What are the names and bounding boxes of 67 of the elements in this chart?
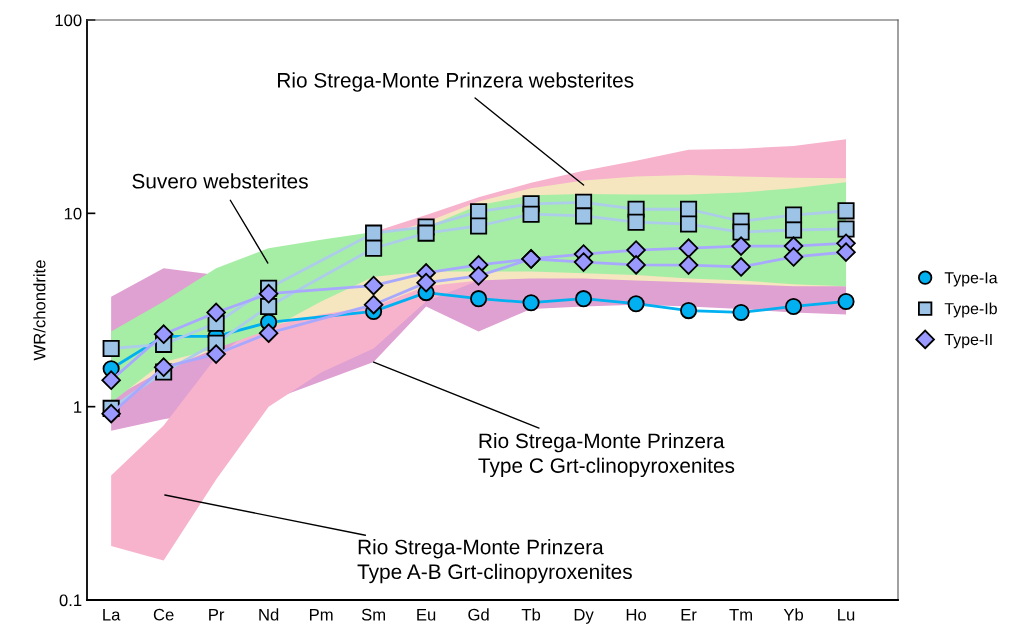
x-tick-label: Er xyxy=(681,608,697,621)
y-tick-label: 100 xyxy=(55,14,82,27)
x-tick-label: Tm xyxy=(729,608,752,621)
annotation: Rio Strega-Monte Prinzera Type C Grt-clinopyroxenites xyxy=(478,432,735,478)
x-tick-label: Gd xyxy=(468,608,489,621)
x-tick-label: Ho xyxy=(626,608,647,621)
annotation: Rio Strega-Monte Prinzera Type A-B Grt-clinopyroxenites xyxy=(357,539,632,584)
point xyxy=(258,283,279,304)
x-tick-label: Pr xyxy=(209,608,225,621)
point xyxy=(732,223,750,241)
point xyxy=(258,323,279,343)
point xyxy=(417,224,435,242)
x-tick-label: La xyxy=(103,608,121,621)
point xyxy=(732,303,750,322)
point xyxy=(678,255,699,275)
x-tick-label: Tb xyxy=(521,608,541,621)
annotation: Rio Strega-Monte Prinzera websterites xyxy=(278,72,634,92)
point xyxy=(101,370,121,390)
point xyxy=(680,302,698,320)
x-tick-label: Yb xyxy=(783,608,804,621)
point xyxy=(627,295,645,313)
point xyxy=(101,403,121,424)
point xyxy=(206,302,226,323)
x-tick-label: Pm xyxy=(309,608,333,621)
point xyxy=(468,266,489,286)
x-tick-label: Ce xyxy=(153,608,174,621)
point xyxy=(836,242,856,262)
y-tick-label: 10 xyxy=(64,207,82,220)
point xyxy=(573,252,594,272)
point xyxy=(363,294,384,315)
point xyxy=(784,221,803,239)
point xyxy=(153,357,174,377)
y-axis-title: WR/chondrite xyxy=(33,260,46,361)
x-tick-label: Eu xyxy=(417,608,436,621)
point xyxy=(837,202,855,220)
point xyxy=(680,215,698,233)
point xyxy=(206,344,226,364)
x-tick-label: Lu xyxy=(838,608,855,621)
point xyxy=(783,247,804,267)
legend-label: Type-II xyxy=(944,334,992,349)
x-tick-label: Nd xyxy=(259,608,279,621)
x-tick-label: Sm xyxy=(361,608,386,621)
point xyxy=(363,275,384,296)
point xyxy=(470,290,488,308)
point xyxy=(365,239,383,257)
legend-label: Type-Ib xyxy=(944,302,997,318)
y-tick-label: 0.1 xyxy=(59,594,82,607)
y-tick-label: 1 xyxy=(74,401,82,413)
annotation: Suvero websterites xyxy=(132,173,308,189)
point xyxy=(837,292,855,311)
point xyxy=(731,257,751,277)
point xyxy=(626,255,646,275)
x-tick-label: Dy xyxy=(574,608,594,624)
point xyxy=(837,220,855,238)
point xyxy=(470,217,488,235)
point xyxy=(678,238,699,258)
point xyxy=(731,236,751,256)
point xyxy=(522,294,540,312)
point xyxy=(626,240,646,260)
point xyxy=(784,297,803,315)
point xyxy=(627,213,645,231)
point xyxy=(416,272,436,293)
point xyxy=(522,205,540,223)
point xyxy=(575,290,593,308)
legend-label: Type-Ia xyxy=(944,272,998,287)
point xyxy=(575,207,593,225)
point xyxy=(102,339,120,358)
